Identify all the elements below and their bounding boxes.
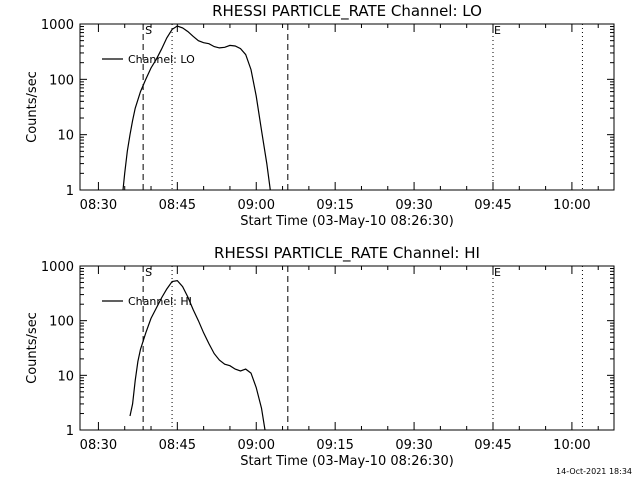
x-tick-label: 09:15: [316, 438, 353, 453]
x-tick-label: 09:45: [474, 438, 511, 453]
end-marker-label: E: [494, 24, 501, 37]
x-tick-label: 08:45: [159, 438, 196, 453]
y-tick-label: 10: [57, 369, 74, 384]
plot-frame: [79, 265, 615, 431]
start-marker-label: S: [145, 24, 152, 37]
x-tick-label: 09:45: [474, 198, 511, 213]
legend-label: Channel: LO: [128, 53, 195, 66]
y-tick-label: 1000: [41, 260, 74, 275]
x-tick-label: 09:30: [395, 438, 432, 453]
y-tick-label: 100: [49, 315, 74, 330]
y-tick-label: 1: [66, 184, 74, 199]
x-tick-label: 10:00: [553, 438, 590, 453]
x-tick-label: 09:00: [238, 198, 275, 213]
series-line: [122, 25, 271, 191]
plot-frame: [79, 23, 615, 191]
y-axis-label: Counts/sec: [25, 312, 40, 384]
x-tick-label: 09:30: [395, 198, 432, 213]
legend-label: Channel: HI: [128, 295, 192, 308]
y-tick-label: 100: [49, 73, 74, 88]
chart-panel-1: RHESSI PARTICLE_RATE Channel: LO 1 10 100 10…: [25, 2, 615, 229]
chart-title: RHESSI PARTICLE_RATE Channel: LO: [212, 2, 482, 21]
x-axis-label: Start Time (03-May-10 08:26:30): [240, 214, 454, 229]
y-tick-label: 1: [66, 424, 74, 439]
start-marker-label: S: [145, 266, 152, 279]
x-tick-label: 10:00: [553, 198, 590, 213]
chart-title: RHESSI PARTICLE_RATE Channel: HI: [214, 244, 480, 263]
x-tick-label: 09:15: [316, 198, 353, 213]
x-tick-label: 09:00: [238, 438, 275, 453]
footer-timestamp: 14-Oct-2021 18:34: [556, 467, 632, 476]
chart-panel-2: RHESSI PARTICLE_RATE Channel: HI 1 10 100 10…: [25, 244, 615, 469]
series-line: [129, 279, 266, 431]
end-marker-label: E: [494, 266, 501, 279]
y-tick-label: 10: [57, 129, 74, 144]
y-tick-label: 1000: [41, 18, 74, 33]
x-tick-label: 08:30: [80, 198, 117, 213]
y-axis-label: Counts/sec: [25, 71, 40, 143]
x-tick-label: 08:45: [159, 198, 196, 213]
x-tick-label: 08:30: [80, 438, 117, 453]
x-axis-label: Start Time (03-May-10 08:26:30): [240, 454, 454, 469]
